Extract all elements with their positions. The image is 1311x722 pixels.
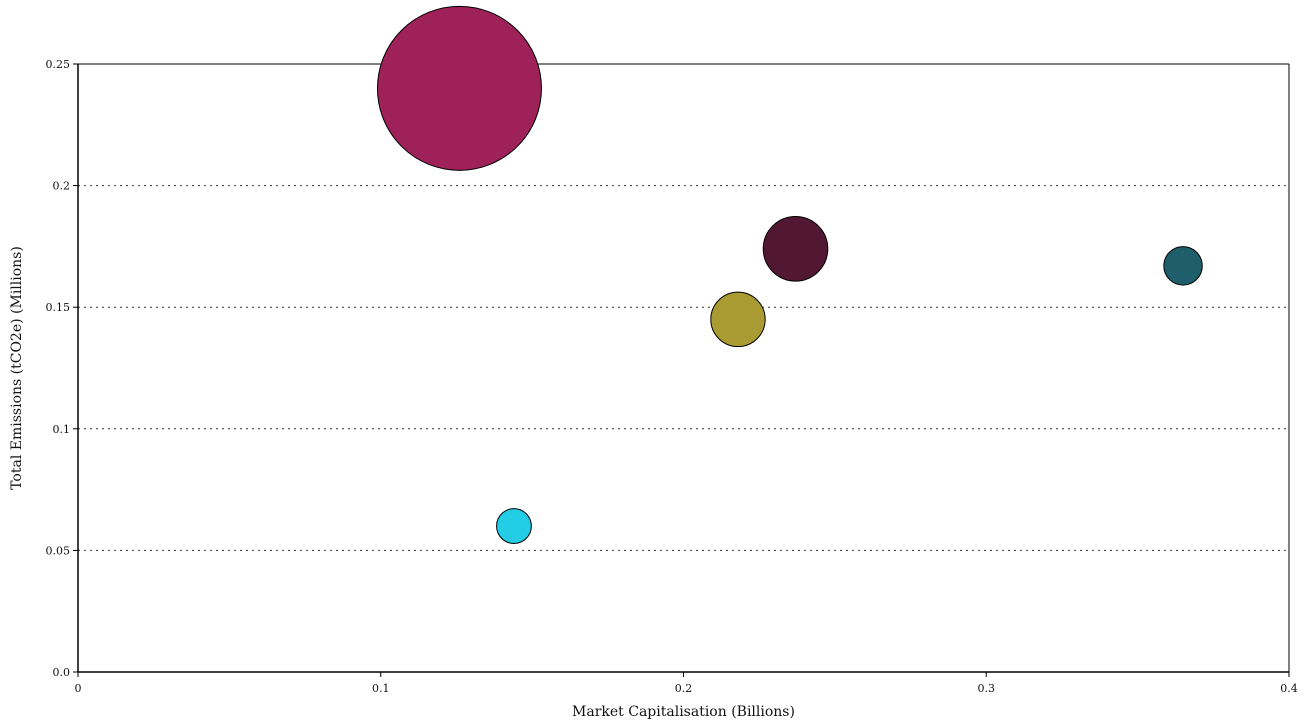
bubble-point	[710, 291, 766, 348]
y-tick-label: 0.25	[46, 58, 71, 71]
x-tick-label: 0.1	[372, 682, 390, 695]
bubble-point	[496, 508, 532, 544]
x-tick-label: 0.4	[1280, 682, 1298, 695]
bubbles	[376, 5, 1203, 544]
y-tick-label: 0.05	[46, 544, 71, 557]
y-tick-label: 0.0	[53, 666, 71, 679]
plot-frame	[77, 63, 1290, 673]
y-tick-label: 0.15	[46, 301, 71, 314]
bubble-point	[376, 5, 542, 171]
y-axis-title: Total Emissions (tCO2e) (Millions)	[9, 246, 25, 490]
x-tick-label: 0.2	[675, 682, 693, 695]
x-tick-label: 0.3	[978, 682, 996, 695]
x-axis-title: Market Capitalisation (Billions)	[572, 704, 795, 720]
gridlines	[78, 63, 1289, 551]
axis-ticks: 0.0 0.05 0.1 0.15 0.2 0.25 0 0.1 0.2 0.3 0.4	[46, 58, 1298, 695]
bubble-point	[762, 216, 829, 282]
x-tick-label: 0	[75, 682, 82, 695]
y-tick-label: 0.2	[53, 180, 71, 193]
y-tick-label: 0.1	[53, 423, 71, 436]
bubble-point	[1163, 246, 1203, 286]
